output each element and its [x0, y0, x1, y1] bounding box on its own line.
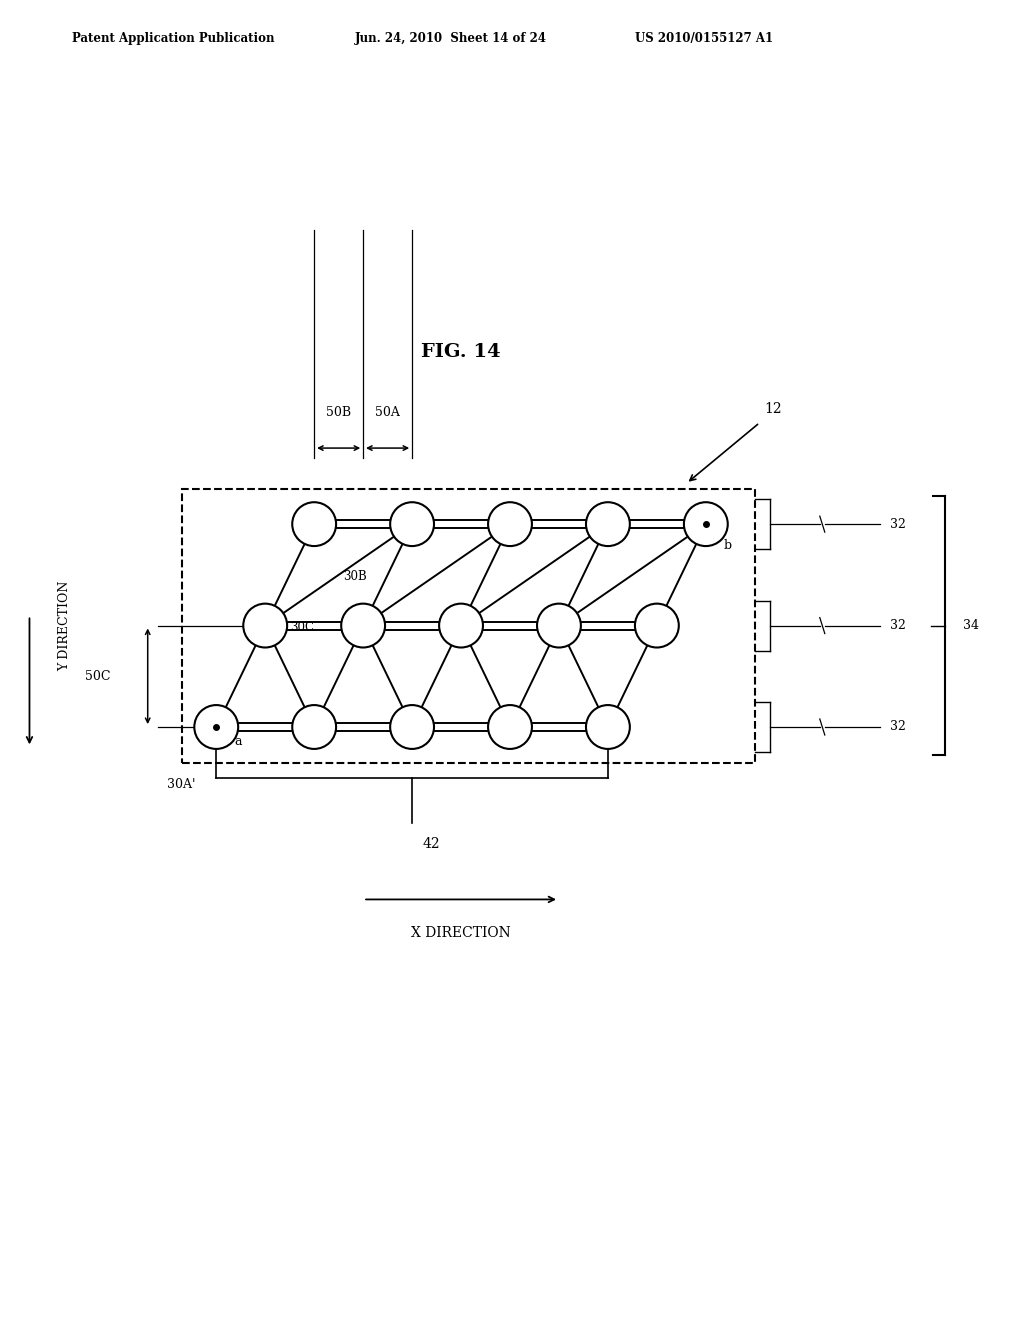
Text: X DIRECTION: X DIRECTION: [412, 927, 511, 940]
Text: Patent Application Publication: Patent Application Publication: [72, 32, 274, 45]
Circle shape: [292, 502, 336, 546]
Circle shape: [292, 705, 336, 748]
Bar: [182, 488, 755, 763]
Circle shape: [635, 603, 679, 648]
Circle shape: [488, 502, 531, 546]
Text: 32: 32: [890, 619, 905, 632]
Circle shape: [586, 502, 630, 546]
Text: FIG. 14: FIG. 14: [421, 343, 501, 360]
Text: 30B: 30B: [343, 570, 368, 583]
Text: a: a: [234, 735, 242, 748]
Text: 50A: 50A: [375, 407, 400, 418]
Text: US 2010/0155127 A1: US 2010/0155127 A1: [635, 32, 773, 45]
Circle shape: [586, 705, 630, 748]
Circle shape: [684, 502, 728, 546]
Text: b: b: [724, 539, 732, 552]
Circle shape: [390, 502, 434, 546]
Text: 32: 32: [890, 517, 905, 531]
Text: 12: 12: [765, 401, 782, 416]
Circle shape: [341, 603, 385, 648]
Text: 50B: 50B: [326, 407, 351, 418]
Text: 42: 42: [422, 837, 439, 850]
Circle shape: [195, 705, 239, 748]
Text: 34: 34: [963, 619, 979, 632]
Text: 32: 32: [890, 721, 905, 734]
Circle shape: [488, 705, 531, 748]
Text: 30A': 30A': [167, 777, 196, 791]
Circle shape: [439, 603, 483, 648]
Text: 50C: 50C: [85, 669, 111, 682]
Circle shape: [390, 705, 434, 748]
Circle shape: [244, 603, 287, 648]
Text: 30C: 30C: [290, 620, 313, 634]
Text: Jun. 24, 2010  Sheet 14 of 24: Jun. 24, 2010 Sheet 14 of 24: [355, 32, 547, 45]
Circle shape: [537, 603, 581, 648]
Text: Y DIRECTION: Y DIRECTION: [58, 581, 71, 671]
